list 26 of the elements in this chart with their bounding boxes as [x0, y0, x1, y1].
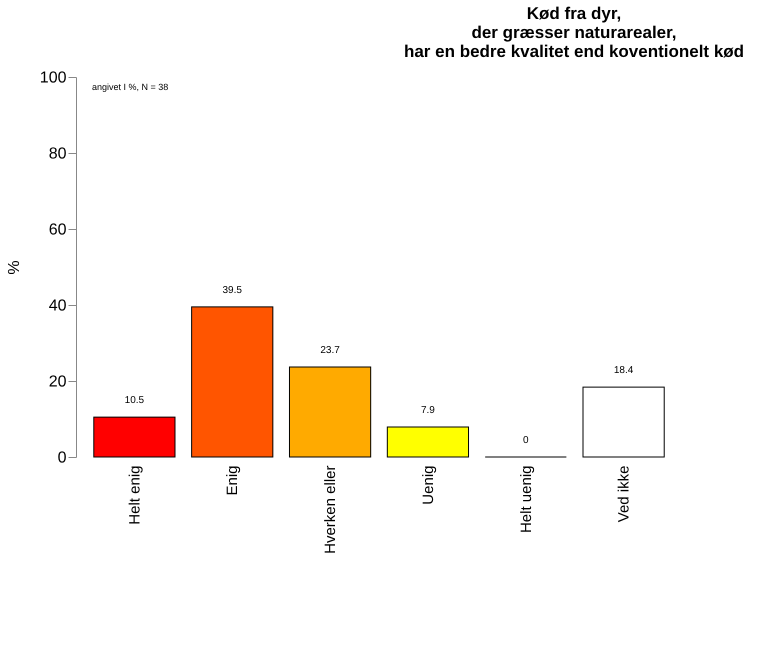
y-tick-label: 80: [48, 146, 67, 162]
x-tick-label: Helt uenig: [518, 466, 535, 534]
bar: [582, 386, 665, 458]
y-tick-label: 40: [48, 298, 67, 314]
y-tick-label: 0: [58, 450, 67, 466]
data-label: 18.4: [614, 365, 634, 376]
bar: [191, 306, 274, 458]
data-label: 0: [522, 435, 529, 446]
y-tick-label: 100: [40, 70, 67, 86]
x-tick-label: Ved ikke: [616, 466, 633, 522]
data-label: 23.7: [320, 344, 340, 356]
x-tick-label: Enig: [224, 466, 242, 496]
bar: [93, 416, 176, 458]
bar: [386, 426, 470, 458]
data-label: 10.5: [124, 395, 145, 406]
y-tick-label: 20: [48, 374, 67, 390]
y-tick-label: 60: [48, 222, 67, 238]
x-tick-label: Uenig: [420, 466, 437, 505]
annotation: angivet I %, N = 38: [92, 82, 168, 92]
x-tick-label: Hverken eller: [322, 466, 340, 554]
data-label: 39.5: [222, 284, 242, 296]
chart-title: Kød fra dyr, der græsser naturarealer, har en bedre kvalitet end koventionelt kød: [404, 4, 744, 61]
x-tick-label: Helt enig: [126, 466, 144, 525]
bar: [288, 366, 372, 458]
y-axis-title: %: [6, 260, 23, 275]
data-label: 7.9: [420, 404, 436, 416]
